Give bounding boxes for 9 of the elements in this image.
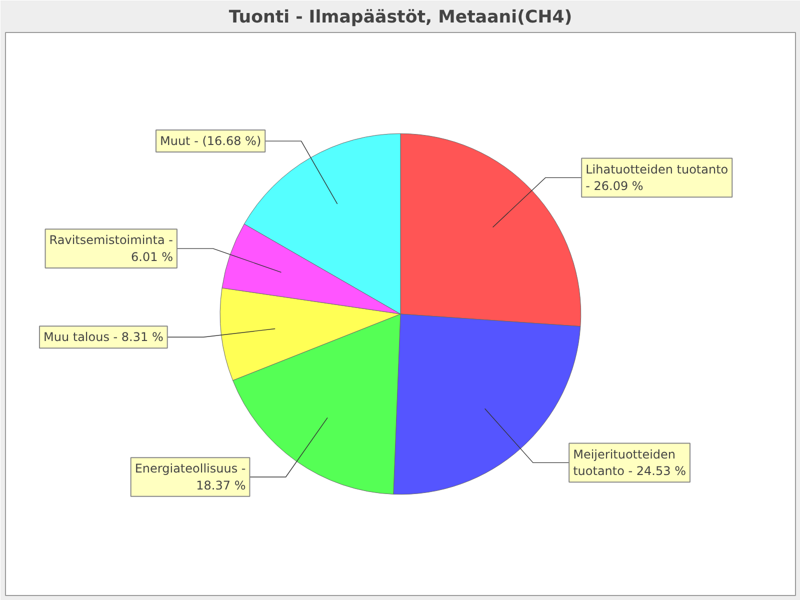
data-label: 6.01 %: [131, 250, 173, 264]
chart-title: Tuonti - Ilmapäästöt, Metaani(CH4): [228, 8, 572, 28]
slice-label: Muut - (16.68 %): [160, 134, 262, 148]
slice-label: Ravitsemistoiminta -: [49, 233, 173, 248]
slice-label: Meijerituotteiden tuotanto - 24.53 %: [573, 447, 686, 478]
slice-label: Lihatuotteiden tuotanto - 26.09 %: [586, 162, 728, 194]
data-label: 18.37 %: [196, 478, 246, 492]
slice-label: Energiateollisuus -: [134, 462, 246, 476]
slice-label: Muu talous - 8.31 %: [43, 330, 164, 344]
